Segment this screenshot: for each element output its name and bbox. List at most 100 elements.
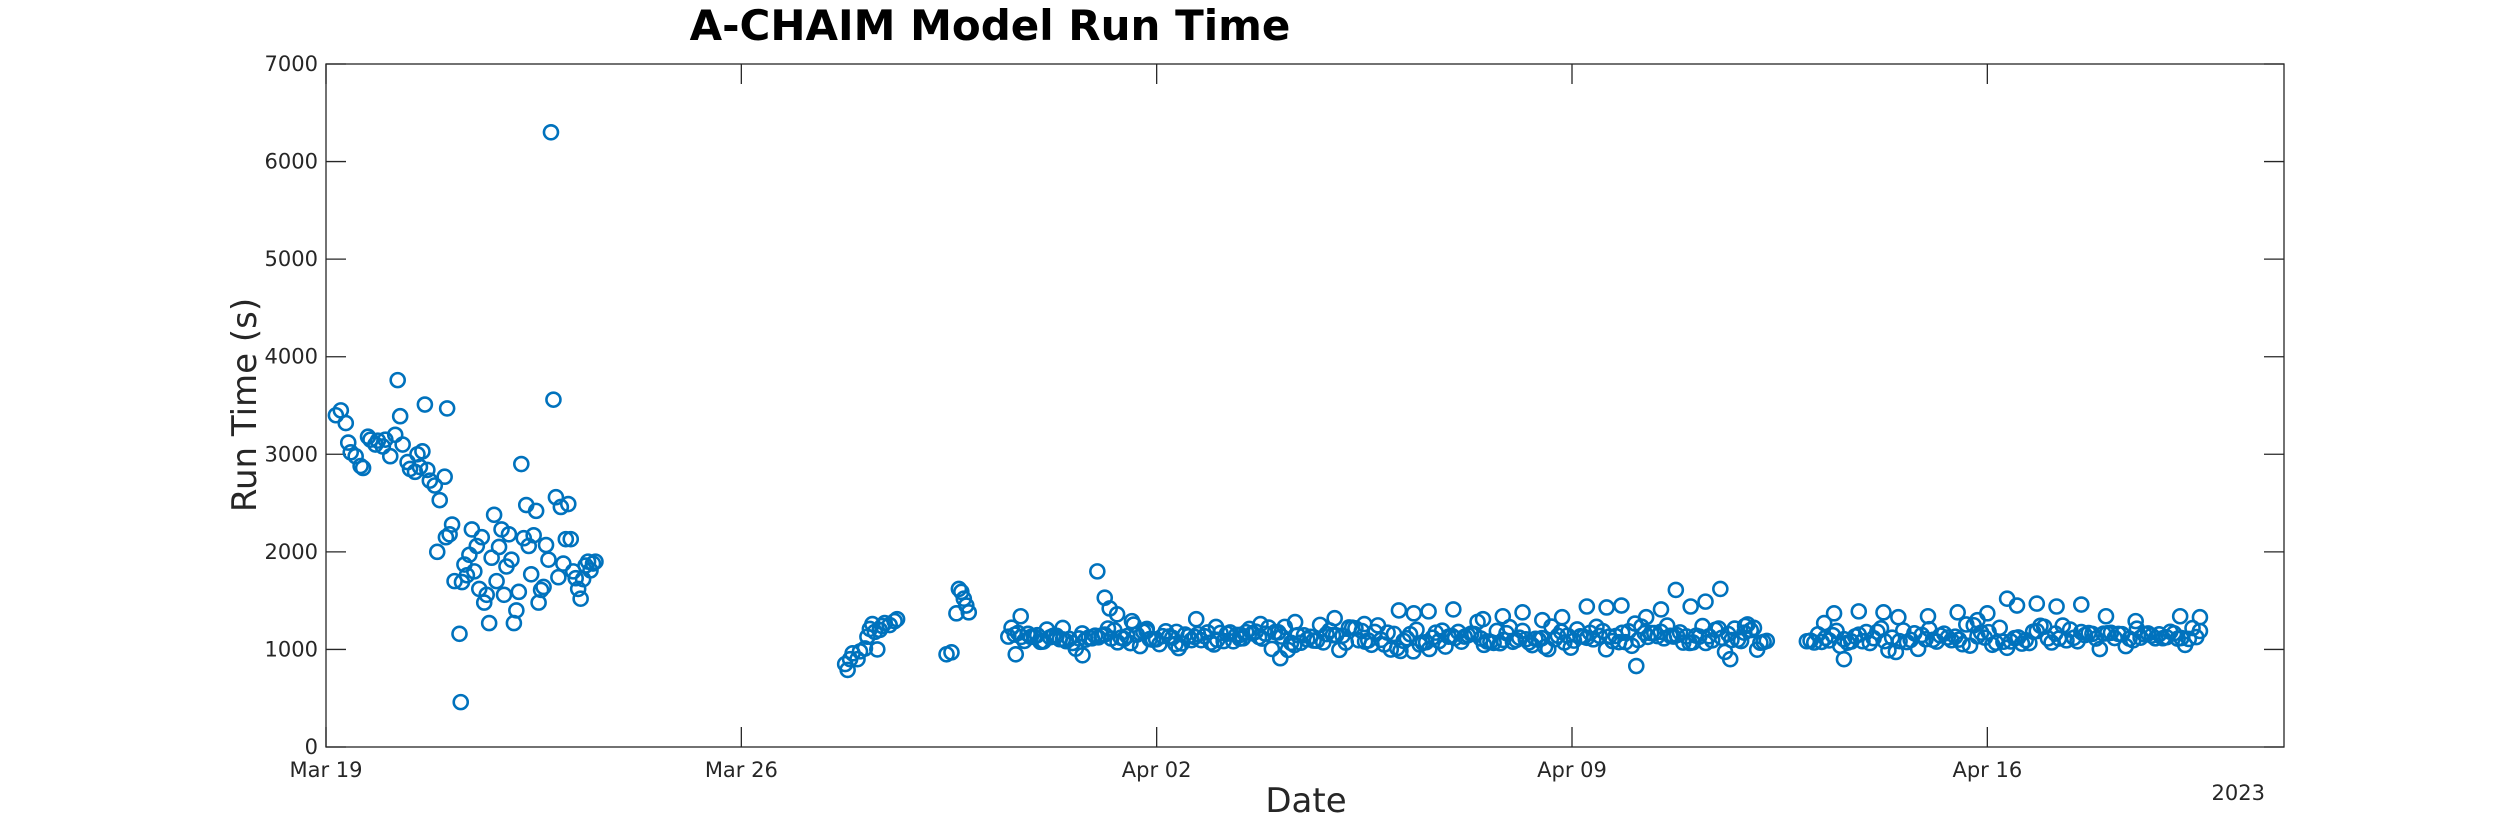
data-point — [389, 371, 406, 389]
data-point — [1318, 625, 1335, 643]
y-axis: 0 1000 2000 3000 4000 5000 6000 7000 — [265, 52, 2284, 759]
data-point — [2171, 607, 2189, 625]
data-point — [1825, 605, 1843, 622]
data-point — [888, 610, 906, 628]
data-point — [869, 641, 886, 658]
data-point — [1514, 604, 1531, 621]
data-point — [886, 612, 903, 630]
data-point — [2147, 630, 2164, 647]
data-point — [555, 555, 572, 572]
data-point — [1390, 602, 1408, 619]
data-point — [525, 526, 542, 544]
data-point — [347, 447, 364, 465]
data-point — [483, 549, 500, 567]
data-point — [406, 463, 424, 481]
data-point — [1682, 598, 1699, 615]
data-point — [1954, 635, 1971, 653]
data-point — [1445, 601, 1462, 618]
data-point — [394, 436, 411, 453]
data-point — [1012, 607, 1029, 625]
x-tick-label: Apr 16 — [1952, 758, 2022, 782]
data-point — [411, 458, 429, 476]
data-point — [421, 472, 439, 489]
data-point — [1854, 632, 1871, 650]
data-point — [513, 455, 530, 473]
data-point — [559, 495, 577, 513]
data-point — [839, 661, 856, 679]
y-tick-label: 7000 — [265, 52, 318, 76]
data-point — [419, 461, 436, 479]
data-point — [500, 525, 518, 543]
data-point — [540, 551, 557, 568]
data-point — [463, 521, 481, 538]
data-point — [2097, 607, 2115, 625]
data-point — [1697, 593, 1714, 610]
data-point — [1167, 635, 1184, 653]
data-point — [1979, 605, 1996, 622]
data-point — [950, 580, 968, 598]
data-point — [510, 583, 528, 601]
data-point — [1420, 603, 1437, 620]
data-point — [542, 124, 560, 141]
data-point — [428, 543, 446, 561]
data-point — [337, 414, 355, 432]
data-point — [2184, 619, 2201, 637]
data-point — [522, 565, 540, 583]
data-points — [327, 124, 2209, 711]
data-point — [547, 488, 565, 506]
data-point — [431, 491, 449, 509]
data-point — [377, 431, 394, 448]
data-point — [584, 555, 602, 572]
data-point — [1613, 624, 1631, 642]
data-point — [587, 553, 604, 570]
data-point — [473, 528, 491, 546]
x-tick-label: Mar 26 — [705, 758, 778, 782]
data-point — [1382, 641, 1400, 658]
data-point — [1652, 601, 1670, 618]
data-point — [2008, 597, 2026, 614]
x-axis: Mar 19 Mar 26 Apr 02 Apr 09 Apr 16 — [289, 64, 2022, 782]
data-point — [567, 569, 584, 587]
data-point — [948, 605, 965, 622]
y-tick-label: 0 — [305, 735, 318, 759]
data-point — [327, 406, 345, 424]
data-point — [1917, 631, 1934, 648]
data-point — [2058, 632, 2075, 649]
data-point — [490, 538, 508, 556]
data-point — [381, 447, 399, 465]
data-point — [437, 528, 455, 546]
data-point — [1667, 581, 1685, 599]
data-point — [1067, 640, 1085, 657]
y-tick-label: 5000 — [265, 247, 318, 271]
data-point — [508, 602, 525, 619]
data-point — [485, 506, 503, 524]
data-point — [2180, 630, 2198, 648]
data-point — [414, 443, 431, 460]
data-point — [1469, 613, 1486, 631]
data-point — [1891, 632, 1908, 650]
data-point — [572, 590, 589, 607]
data-point — [441, 525, 458, 543]
data-point — [1723, 631, 1740, 649]
y-axis-label: Run Time (s) — [225, 298, 265, 512]
data-point — [527, 502, 545, 520]
data-point — [436, 468, 453, 486]
data-point — [426, 477, 444, 494]
data-point — [478, 586, 495, 604]
data-point — [562, 530, 580, 548]
data-point — [488, 572, 505, 590]
data-point — [1578, 598, 1596, 615]
data-point — [1398, 629, 1416, 647]
data-point — [451, 625, 468, 643]
data-point — [438, 400, 456, 417]
data-point — [452, 693, 470, 711]
data-point — [1089, 563, 1106, 580]
data-point — [352, 457, 369, 475]
y-tick-label: 3000 — [265, 442, 318, 466]
data-point — [856, 640, 874, 657]
data-point — [1732, 632, 1750, 650]
data-point — [849, 650, 866, 668]
data-point — [1939, 629, 1957, 646]
data-point — [1298, 631, 1316, 648]
data-point — [480, 614, 498, 632]
